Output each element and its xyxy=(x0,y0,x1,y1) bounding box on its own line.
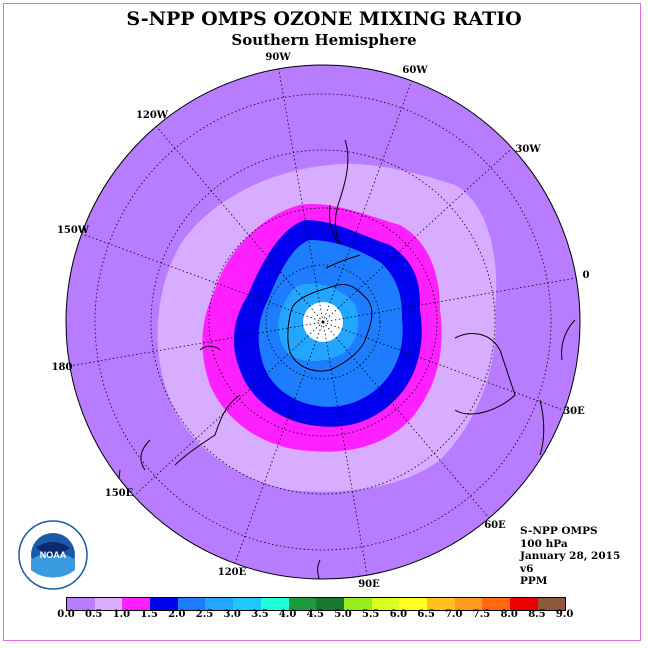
lon-label-120e: 120E xyxy=(218,567,247,578)
colorbar-tick-label: 3.5 xyxy=(251,609,269,620)
colorbar-tick-label: 6.5 xyxy=(417,609,435,620)
map-subtitle: Southern Hemisphere xyxy=(231,31,417,49)
colorbar-tick-label: 0.5 xyxy=(84,609,103,620)
lon-label-90e: 90E xyxy=(358,579,380,590)
longitude-labels: 90W 60W 30W 0 30E 60E 90E 120E 150E 180 … xyxy=(52,52,590,590)
colorbar-ticks: 0.0 0.5 1.0 1.5 2.0 2.5 3.0 3.5 4.0 4.5 5.0 5.5 6.0 6… xyxy=(0,609,648,629)
colorbar-swatch xyxy=(454,598,483,610)
info-date: January 28, 2015 xyxy=(520,550,621,562)
colorbar-tick-label: 8.5 xyxy=(528,609,546,620)
info-version: v6 xyxy=(520,562,534,575)
colorbar-swatch xyxy=(399,598,427,610)
colorbar-tick-label: 1.5 xyxy=(140,609,158,620)
lon-label-150e: 150E xyxy=(105,488,134,499)
colorbar-swatch xyxy=(67,598,95,610)
colorbar-tick-label: 8.0 xyxy=(500,609,518,620)
colorbar-swatch xyxy=(510,598,538,610)
info-level: 100 hPa xyxy=(520,537,568,550)
colorbar-tick-label: 6.0 xyxy=(389,609,408,620)
colorbar-tick-label: 3.0 xyxy=(223,609,241,620)
graticule-parallels xyxy=(94,93,552,551)
colorbar-tick-label: 7.5 xyxy=(472,609,491,620)
colorbar-swatch xyxy=(150,598,178,610)
image-frame xyxy=(3,3,641,641)
colorbar-swatch xyxy=(482,598,510,610)
noaa-logo-text: NOAA xyxy=(40,550,67,560)
colorbar-tick-label: 4.0 xyxy=(278,609,297,620)
noaa-logo: NOAA xyxy=(18,520,88,590)
lon-label-60e: 60E xyxy=(484,520,506,531)
colorbar-swatch xyxy=(122,598,151,610)
pole-marker xyxy=(321,320,325,324)
info-panel: S-NPP OMPS 100 hPa January 28, 2015 v6 P… xyxy=(520,525,620,588)
colorbar-swatch xyxy=(177,598,206,610)
colorbar-tick-label: 7.0 xyxy=(445,609,463,620)
colorbar-tick-label: 5.0 xyxy=(334,609,352,620)
lon-label-0: 0 xyxy=(583,270,590,281)
info-instrument: S-NPP OMPS xyxy=(520,525,598,537)
map-boundary xyxy=(65,64,581,580)
colorbar-swatch xyxy=(537,598,566,610)
colorbar-tick-label: 9.0 xyxy=(555,609,574,620)
colorbar-tick-label: 4.5 xyxy=(306,609,324,620)
colorbar-swatch xyxy=(426,598,455,610)
colorbar-tick-label: 5.5 xyxy=(361,609,380,620)
colorbar-swatch xyxy=(260,598,289,610)
lon-label-180: 180 xyxy=(52,362,73,373)
lon-label-90w: 90W xyxy=(265,52,291,63)
colorbar-tick-label: 1.0 xyxy=(112,609,131,620)
lon-label-60w: 60W xyxy=(402,65,428,76)
colorbar-swatch xyxy=(316,598,344,610)
colorbar-tick-label: 2.5 xyxy=(195,609,214,620)
info-units: PPM xyxy=(520,575,548,587)
lon-label-150w: 150W xyxy=(57,225,90,236)
lon-label-30w: 30W xyxy=(515,144,541,155)
colorbar-swatch xyxy=(371,598,400,610)
colorbar-swatch xyxy=(288,598,317,610)
colorbar-swatch xyxy=(205,598,234,610)
colorbar-tick-label: 0.0 xyxy=(57,609,75,620)
map-title: S-NPP OMPS OZONE MIXING RATIO xyxy=(126,8,522,30)
colorbar xyxy=(66,597,567,611)
lon-label-30e: 30E xyxy=(563,406,585,417)
colorbar-swatch xyxy=(233,598,261,610)
colorbar-tick-label: 2.0 xyxy=(168,609,186,620)
colorbar-swatch xyxy=(94,598,123,610)
colorbar-swatch xyxy=(343,598,372,610)
lon-label-120w: 120W xyxy=(136,110,169,121)
graticule-meridians xyxy=(69,65,577,576)
